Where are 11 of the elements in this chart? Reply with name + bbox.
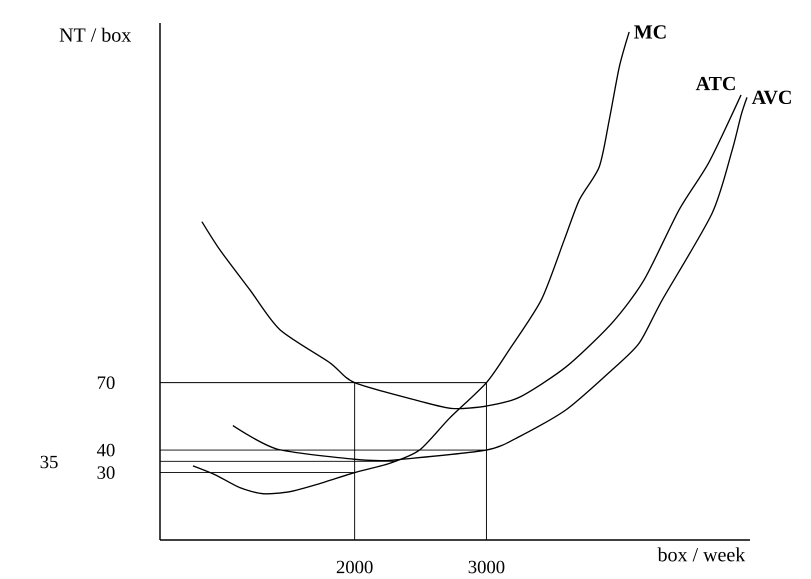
series-label: AVC — [752, 90, 791, 104]
x-tick-label: 3000 — [468, 560, 504, 574]
y-tick-label: 40 — [96, 444, 115, 456]
x-tick-label: 2000 — [336, 560, 373, 574]
y-axis-title: NT / box — [60, 28, 132, 42]
y-tick-label: 70 — [98, 376, 115, 389]
series-label: MC — [634, 25, 666, 39]
series-label: ATC — [696, 76, 735, 90]
x-axis-title: box / week — [658, 547, 746, 562]
y-tick-label: 30 — [98, 466, 115, 479]
text: 35 — [40, 456, 58, 468]
